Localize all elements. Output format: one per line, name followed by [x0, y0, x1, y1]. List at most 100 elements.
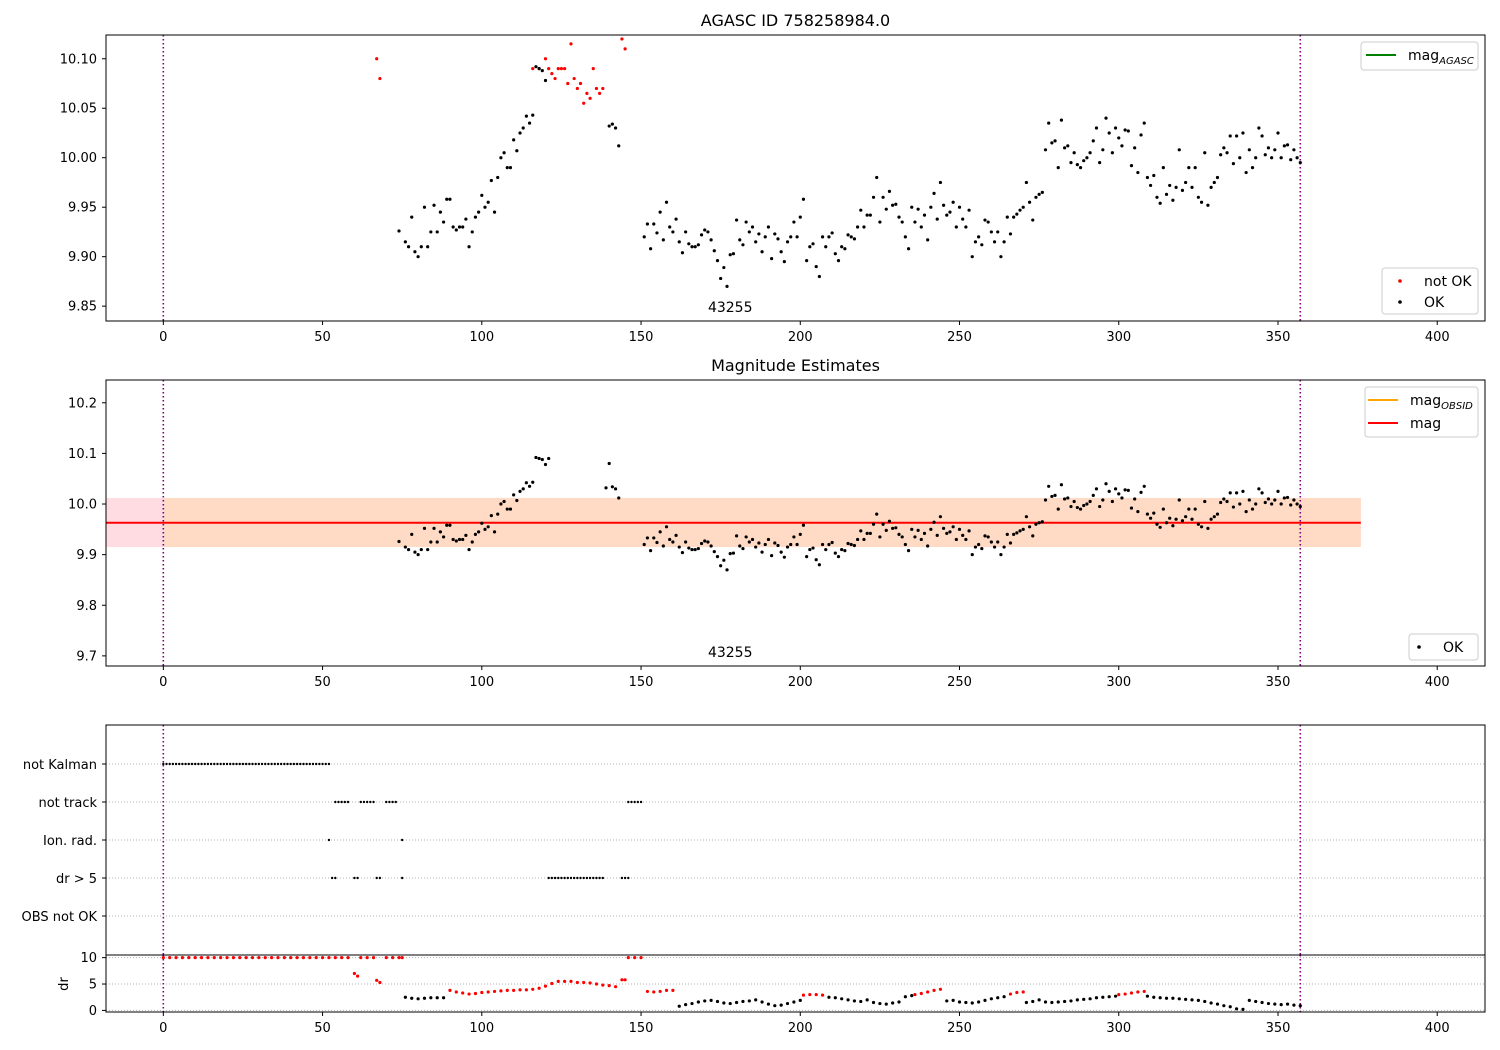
dr-data-point — [588, 981, 592, 985]
agasc-y-tick-label: 9.85 — [68, 300, 97, 315]
estimates-data-point — [862, 537, 866, 542]
estimates-data-point — [1126, 488, 1130, 492]
agasc-data-point — [508, 166, 513, 170]
estimates-data-point — [766, 537, 771, 542]
estimates-data-point — [499, 502, 503, 506]
agasc-data-point — [1110, 151, 1114, 155]
agasc-data-point — [1260, 134, 1264, 138]
dr-data-point — [964, 1000, 968, 1005]
agasc-data-point — [795, 235, 799, 239]
dr-x-tick-label: 300 — [1106, 1021, 1131, 1036]
agasc-data-point — [1238, 156, 1242, 160]
estimates-data-point — [699, 541, 704, 546]
dr-data-point — [1069, 999, 1073, 1003]
dr-data-point — [1113, 994, 1118, 998]
flag-marker — [244, 762, 248, 766]
dr-data-point — [575, 980, 579, 985]
agasc-x-tick-label: 200 — [788, 330, 813, 345]
agasc-data-point — [1117, 136, 1121, 140]
agasc-data-point — [699, 233, 704, 237]
agasc-data-point — [1066, 144, 1070, 148]
estimates-data-point — [967, 529, 971, 533]
agasc-data-point — [782, 260, 786, 264]
agasc-data-point — [1008, 232, 1013, 236]
agasc-data-point — [1005, 215, 1009, 219]
agasc-data-point — [467, 245, 471, 249]
estimates-data-point — [422, 526, 427, 530]
estimates-data-point — [1254, 502, 1258, 506]
estimates-data-point — [728, 552, 732, 556]
estimates-data-point — [1015, 531, 1019, 535]
agasc-data-point — [489, 178, 493, 183]
estimates-data-point — [661, 544, 665, 548]
agasc-x-tick-label: 300 — [1106, 330, 1131, 345]
flag-marker — [327, 762, 331, 766]
dr-data-point — [652, 990, 656, 994]
flag-marker — [283, 762, 286, 766]
agasc-axes-frame — [105, 34, 1486, 322]
agasc-data-point — [1053, 139, 1057, 143]
agasc-data-point — [515, 149, 519, 153]
agasc-data-point — [964, 225, 968, 229]
flag-marker — [181, 762, 184, 766]
dr-data-point — [461, 991, 465, 995]
agasc-data-point — [569, 42, 573, 46]
estimates-data-point — [645, 536, 650, 540]
agasc-data-point — [397, 229, 401, 233]
dr-data-point — [1021, 990, 1025, 994]
agasc-data-point — [1145, 175, 1150, 180]
estimates-data-point — [795, 542, 799, 547]
dr-data-point — [792, 1000, 796, 1004]
dr-data-point — [1129, 991, 1134, 995]
estimates-data-point — [744, 535, 748, 539]
estimates-x-tick-label: 100 — [469, 675, 494, 690]
dr-data-point — [1107, 995, 1111, 999]
dr-data-point — [607, 984, 611, 988]
flag-marker — [314, 762, 318, 766]
agasc-data-point — [1196, 195, 1200, 199]
estimates-data-point — [547, 456, 551, 461]
agasc-data-point — [1059, 118, 1064, 122]
agasc-data-point — [929, 205, 933, 209]
estimates-x-tick-label: 0 — [159, 675, 167, 690]
agasc-data-point — [664, 200, 669, 204]
agasc-data-point — [1184, 180, 1188, 185]
agasc-data-point — [805, 259, 809, 263]
dr-data-point — [582, 980, 586, 985]
dr-data-point — [846, 998, 850, 1002]
estimates-data-point — [999, 553, 1003, 557]
estimates-data-point — [1149, 516, 1153, 520]
agasc-data-point — [865, 213, 869, 217]
estimates-data-point — [977, 542, 981, 547]
agasc-data-point — [1069, 161, 1073, 165]
agasc-data-point — [750, 225, 755, 229]
agasc-data-point — [744, 220, 748, 224]
dr-data-point — [932, 988, 936, 992]
dr-data-point — [1241, 1007, 1245, 1011]
agasc-data-point — [1161, 166, 1165, 170]
agasc-data-point — [1250, 166, 1255, 170]
estimates-data-point — [464, 533, 468, 538]
agasc-data-point — [1219, 153, 1223, 157]
agasc-data-point — [668, 225, 672, 229]
agasc-data-point — [1244, 170, 1248, 175]
agasc-data-point — [1282, 144, 1286, 148]
agasc-data-point — [416, 255, 420, 259]
estimates-x-tick-label: 150 — [629, 675, 654, 690]
agasc-data-point — [553, 76, 557, 81]
estimates-data-point — [1037, 521, 1041, 525]
estimates-data-point — [1031, 534, 1035, 538]
estimates-data-point — [929, 527, 933, 531]
estimates-data-point — [480, 521, 484, 525]
estimates-data-point — [1012, 532, 1016, 536]
dr-data-point — [231, 956, 235, 960]
agasc-data-point — [1241, 131, 1245, 135]
estimates-upper-legend-subscript: OBSID — [1441, 401, 1473, 412]
agasc-data-point — [1254, 156, 1258, 160]
flag-marker — [187, 762, 191, 766]
estimates-data-point — [483, 527, 487, 531]
dr-data-point — [1050, 1000, 1054, 1005]
estimates-data-point — [817, 563, 821, 567]
dr-data-point — [492, 989, 497, 994]
dr-data-point — [1285, 1002, 1290, 1006]
